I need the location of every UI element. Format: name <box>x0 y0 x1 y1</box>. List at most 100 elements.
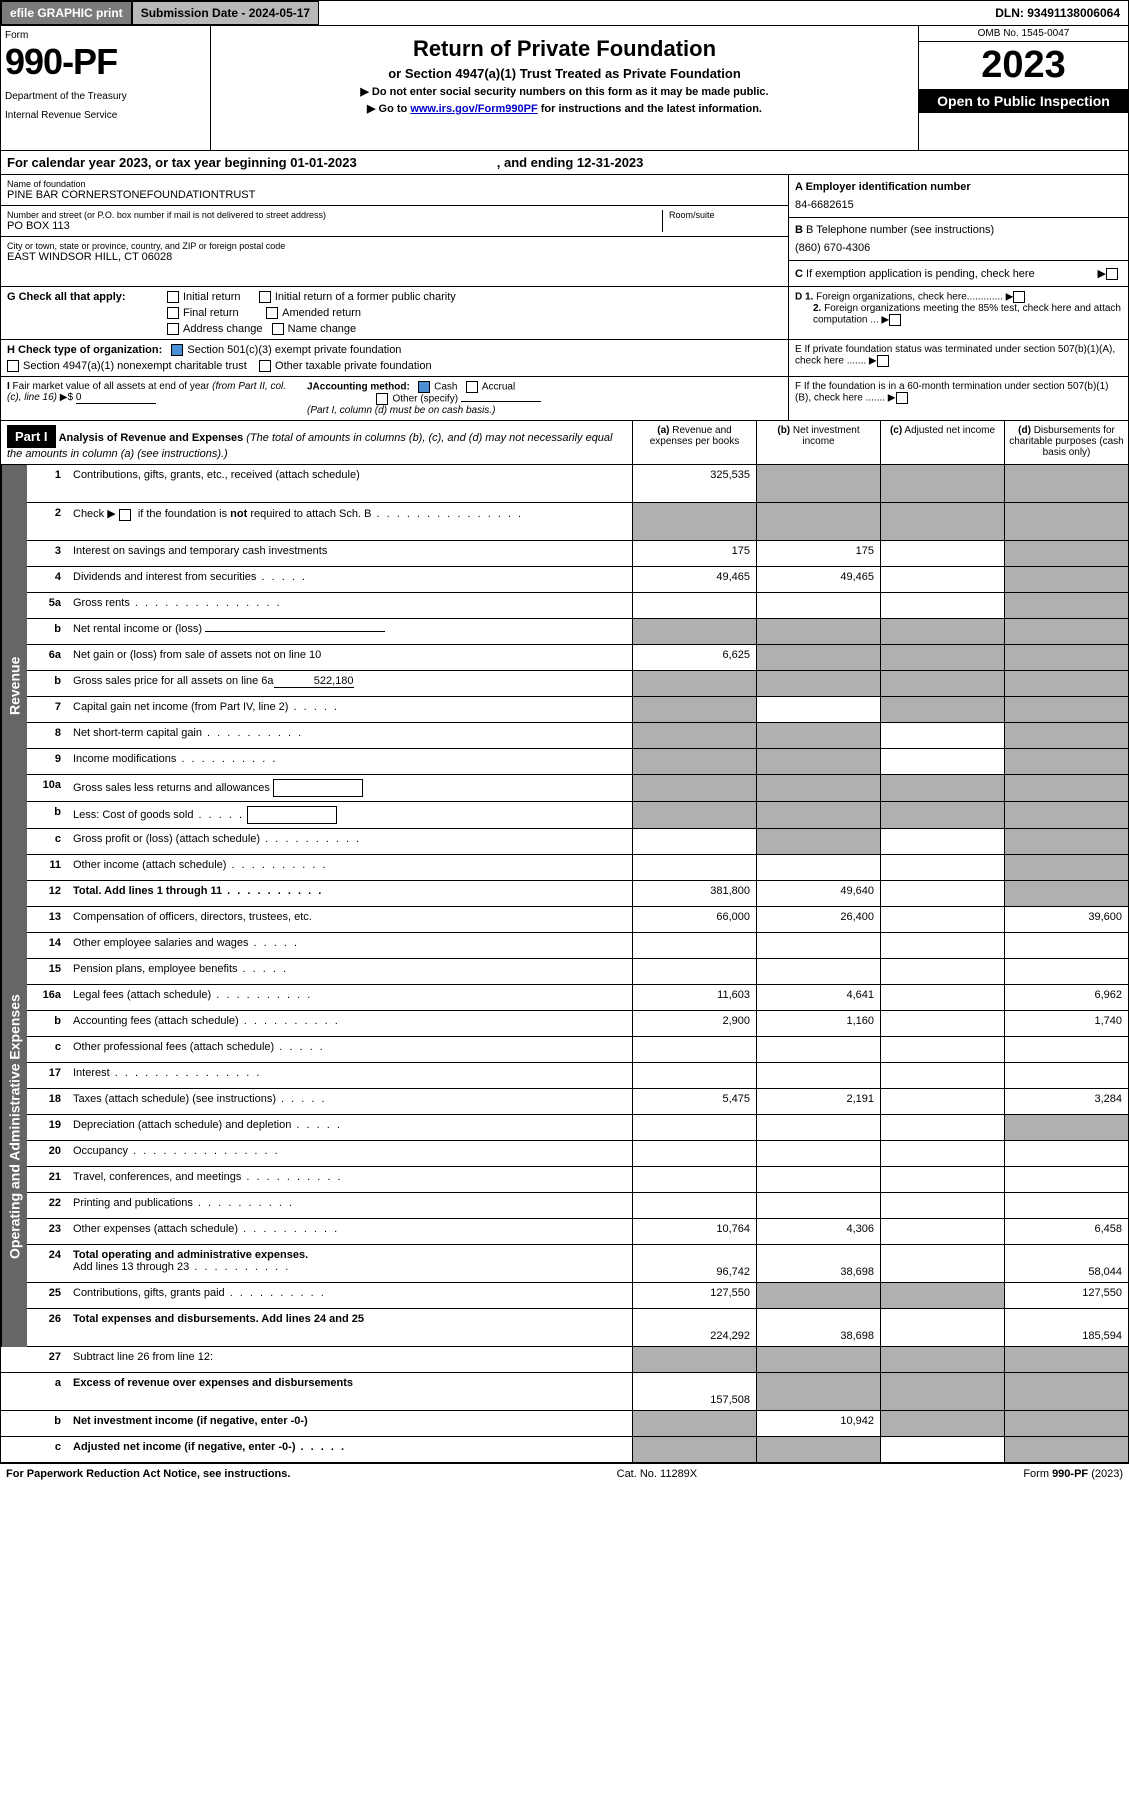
col-a-header: (a) Revenue and expenses per books <box>632 421 756 464</box>
line-15: Pension plans, employee benefits <box>67 959 632 984</box>
g-label: G Check all that apply: <box>7 291 167 303</box>
checkbox-f[interactable] <box>896 392 908 404</box>
line-10a: Gross sales less returns and allowances <box>67 775 632 801</box>
omb-number: OMB No. 1545-0047 <box>919 26 1128 42</box>
cash-basis-note: (Part I, column (d) must be on cash basi… <box>307 405 495 416</box>
j-label: JAccounting method: <box>307 382 410 393</box>
footer-center: Cat. No. 11289X <box>617 1468 698 1480</box>
line-23: Other expenses (attach schedule) <box>67 1219 632 1244</box>
irs-link[interactable]: www.irs.gov/Form990PF <box>410 103 537 115</box>
line-18: Taxes (attach schedule) (see instruction… <box>67 1089 632 1114</box>
page-footer: For Paperwork Reduction Act Notice, see … <box>0 1464 1129 1484</box>
line-6a: Net gain or (loss) from sale of assets n… <box>67 645 632 670</box>
ein-value: 84-6682615 <box>795 199 1122 211</box>
form-subtitle: or Section 4947(a)(1) Trust Treated as P… <box>217 66 912 81</box>
cb-accrual[interactable] <box>466 381 478 393</box>
checkbox-d1[interactable] <box>1013 291 1025 303</box>
cb-initial[interactable] <box>167 291 179 303</box>
line-1: Contributions, gifts, grants, etc., rece… <box>67 465 632 502</box>
line-17: Interest <box>67 1063 632 1088</box>
cb-amended[interactable] <box>266 307 278 319</box>
address-label: Number and street (or P.O. box number if… <box>7 210 662 220</box>
phone-label: B B Telephone number (see instructions) <box>795 224 1122 236</box>
line-10b: Less: Cost of goods sold <box>67 802 632 828</box>
dept-label: Department of the Treasury <box>5 91 206 102</box>
cb-final[interactable] <box>167 307 179 319</box>
top-bar: efile GRAPHIC print Submission Date - 20… <box>1 1 1128 26</box>
expenses-label: Operating and Administrative Expenses <box>1 907 27 1347</box>
line-11: Other income (attach schedule) <box>67 855 632 880</box>
d2-label: 2. Foreign organizations meeting the 85%… <box>795 303 1122 326</box>
submission-date: Submission Date - 2024-05-17 <box>132 1 319 25</box>
part1-badge: Part I <box>7 425 56 448</box>
line-27c: Adjusted net income (if negative, enter … <box>67 1437 632 1462</box>
col-c-header: (c) Adjusted net income <box>880 421 1004 464</box>
col-b-header: (b) Net investment income <box>756 421 880 464</box>
calendar-end: , and ending 12-31-2023 <box>497 155 644 170</box>
line-16a: Legal fees (attach schedule) <box>67 985 632 1010</box>
col-d-header: (d) Disbursements for charitable purpose… <box>1004 421 1128 464</box>
line-14: Other employee salaries and wages <box>67 933 632 958</box>
f-label: F If the foundation is in a 60-month ter… <box>795 381 1109 404</box>
exemption-pending: C If exemption application is pending, c… <box>795 268 1098 280</box>
line-9: Income modifications <box>67 749 632 774</box>
line-22: Printing and publications <box>67 1193 632 1218</box>
line-3: Interest on savings and temporary cash i… <box>67 541 632 566</box>
room-label: Room/suite <box>669 210 782 220</box>
dln: DLN: 93491138006064 <box>987 2 1128 24</box>
instruction-2: ▶ Go to www.irs.gov/Form990PF for instru… <box>217 102 912 115</box>
line-26: Total expenses and disbursements. Add li… <box>67 1309 632 1346</box>
h-label: H Check type of organization: <box>7 344 162 356</box>
line-12: Total. Add lines 1 through 11 <box>67 881 632 906</box>
line-24: Total operating and administrative expen… <box>67 1245 632 1282</box>
cb-cash[interactable] <box>418 381 430 393</box>
checkbox-d2[interactable] <box>889 314 901 326</box>
line-7: Capital gain net income (from Part IV, l… <box>67 697 632 722</box>
cb-initial-former[interactable] <box>259 291 271 303</box>
line-27-section: 27Subtract line 26 from line 12: aExcess… <box>1 1347 1128 1463</box>
instruction-1: ▶ Do not enter social security numbers o… <box>217 85 912 98</box>
line-6b: Gross sales price for all assets on line… <box>67 671 632 696</box>
checkbox-e[interactable] <box>877 355 889 367</box>
line-16b: Accounting fees (attach schedule) <box>67 1011 632 1036</box>
part1-title: Analysis of Revenue and Expenses <box>59 432 244 444</box>
line-16c: Other professional fees (attach schedule… <box>67 1037 632 1062</box>
foundation-info: Name of foundation PINE BAR CORNERSTONEF… <box>1 175 1128 287</box>
form-title: Return of Private Foundation <box>217 36 912 62</box>
open-public-badge: Open to Public Inspection <box>919 89 1128 113</box>
cb-name[interactable] <box>272 323 284 335</box>
foundation-name-label: Name of foundation <box>7 179 782 189</box>
accounting-row: I Fair market value of all assets at end… <box>1 377 1128 421</box>
form-label: Form <box>5 30 206 41</box>
tax-year: 2023 <box>919 42 1128 89</box>
cb-exempt[interactable] <box>171 344 183 356</box>
cb-other-taxable[interactable] <box>259 360 271 372</box>
line-10c: Gross profit or (loss) (attach schedule) <box>67 829 632 854</box>
part1-header: Part I Analysis of Revenue and Expenses … <box>1 421 1128 465</box>
footer-right: Form 990-PF (2023) <box>1023 1468 1123 1480</box>
calendar-begin: For calendar year 2023, or tax year begi… <box>7 155 357 170</box>
revenue-section: Revenue 1Contributions, gifts, grants, e… <box>1 465 1128 907</box>
line-27: Subtract line 26 from line 12: <box>67 1347 632 1372</box>
d1-label: D 1. Foreign organizations, check here..… <box>795 291 1122 303</box>
phone-value: (860) 670-4306 <box>795 242 1122 254</box>
revenue-label: Revenue <box>1 465 27 907</box>
fmv-value: 0 <box>76 392 156 404</box>
calendar-year-row: For calendar year 2023, or tax year begi… <box>1 151 1128 175</box>
foundation-name: PINE BAR CORNERSTONEFOUNDATIONTRUST <box>7 189 782 201</box>
line-21: Travel, conferences, and meetings <box>67 1167 632 1192</box>
line-25: Contributions, gifts, grants paid <box>67 1283 632 1308</box>
cb-address[interactable] <box>167 323 179 335</box>
cb-schb[interactable] <box>119 509 131 521</box>
city-label: City or town, state or province, country… <box>7 241 782 251</box>
line-4: Dividends and interest from securities <box>67 567 632 592</box>
checkbox-c[interactable] <box>1106 268 1118 280</box>
form-header: Form 990-PF Department of the Treasury I… <box>1 26 1128 151</box>
line-13: Compensation of officers, directors, tru… <box>67 907 632 932</box>
cb-other-method[interactable] <box>376 393 388 405</box>
check-h-row: H Check type of organization: Section 50… <box>1 340 1128 377</box>
line-5b: Net rental income or (loss) <box>67 619 632 644</box>
cb-nonexempt[interactable] <box>7 360 19 372</box>
efile-badge: efile GRAPHIC print <box>1 1 132 25</box>
footer-left: For Paperwork Reduction Act Notice, see … <box>6 1468 290 1480</box>
